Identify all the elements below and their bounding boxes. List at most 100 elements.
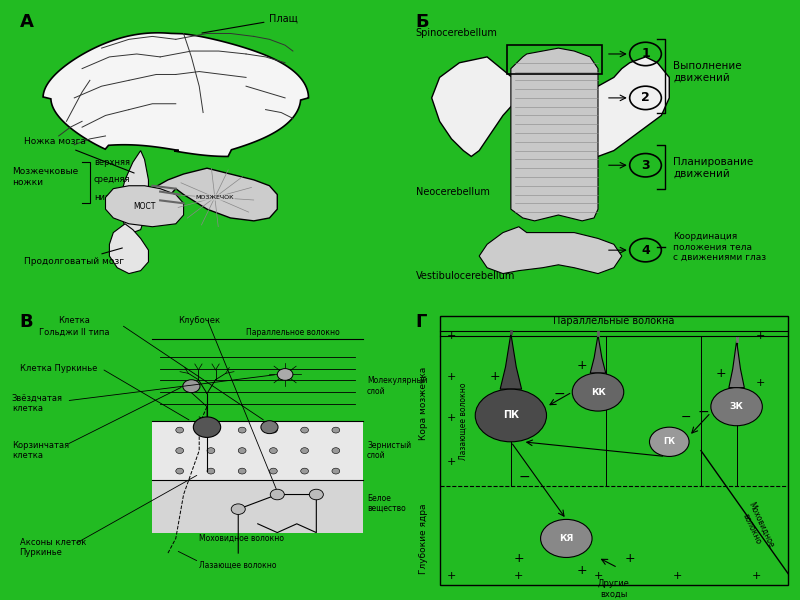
- Text: верхняя: верхняя: [94, 158, 130, 167]
- Text: +: +: [514, 571, 523, 581]
- Polygon shape: [432, 57, 522, 157]
- Text: Клетка Пуркинье: Клетка Пуркинье: [20, 364, 97, 373]
- Text: +: +: [673, 571, 682, 581]
- Text: МОСТ: МОСТ: [134, 202, 156, 211]
- Text: −: −: [554, 387, 566, 401]
- Text: +: +: [577, 359, 587, 371]
- Circle shape: [541, 520, 592, 557]
- Text: Планирование
движений: Планирование движений: [674, 157, 754, 179]
- Text: 1: 1: [641, 47, 650, 61]
- Text: Корзинчатая
клетка: Корзинчатая клетка: [12, 441, 69, 460]
- Text: Лазающее волокно: Лазающее волокно: [459, 383, 468, 460]
- Polygon shape: [566, 57, 670, 157]
- Text: ПК: ПК: [503, 410, 519, 421]
- Text: Координация
положения тела
с движениями глаз: Координация положения тела с движениями …: [674, 232, 766, 262]
- Text: −: −: [518, 470, 530, 484]
- Text: Зернистый
слой: Зернистый слой: [367, 441, 411, 460]
- Circle shape: [238, 448, 246, 454]
- Text: Глубокие ядра: Глубокие ядра: [419, 503, 428, 574]
- Circle shape: [270, 448, 278, 454]
- Text: Vestibulocerebellum: Vestibulocerebellum: [416, 271, 515, 281]
- Text: МОЗЖЕЧОК: МОЗЖЕЧОК: [195, 195, 234, 200]
- Text: +: +: [594, 571, 602, 581]
- Circle shape: [238, 468, 246, 474]
- Circle shape: [572, 373, 624, 411]
- Polygon shape: [145, 168, 278, 221]
- Polygon shape: [729, 341, 744, 388]
- Text: +: +: [446, 413, 456, 424]
- Circle shape: [650, 427, 689, 457]
- Polygon shape: [121, 151, 149, 233]
- Polygon shape: [500, 334, 522, 389]
- Text: +: +: [624, 552, 635, 565]
- Text: нижняя: нижняя: [94, 193, 128, 202]
- Text: Клубочек: Клубочек: [178, 316, 220, 325]
- Polygon shape: [110, 224, 149, 274]
- Circle shape: [207, 427, 215, 433]
- Text: Белое
вещество: Белое вещество: [367, 494, 406, 513]
- Text: средняя: средняя: [94, 175, 130, 184]
- Text: Клетка: Клетка: [58, 316, 90, 325]
- Circle shape: [475, 389, 546, 442]
- Text: −: −: [697, 404, 709, 418]
- Text: Мозжечковые: Мозжечковые: [12, 167, 78, 176]
- Text: КЯ: КЯ: [559, 534, 574, 543]
- Text: Spinocerebellum: Spinocerebellum: [416, 28, 498, 38]
- Circle shape: [332, 468, 340, 474]
- Text: +: +: [756, 331, 765, 341]
- Text: +: +: [446, 373, 456, 382]
- Text: Г: Г: [416, 313, 427, 331]
- Circle shape: [231, 504, 246, 514]
- Text: +: +: [490, 370, 500, 383]
- Text: Аксоны клеток
Пуркинье: Аксоны клеток Пуркинье: [20, 538, 86, 557]
- Circle shape: [176, 427, 183, 433]
- Text: +: +: [446, 457, 456, 467]
- Text: Гольджи II типа: Гольджи II типа: [39, 328, 110, 337]
- Text: Ножка мозга: Ножка мозга: [23, 137, 134, 173]
- Text: 2: 2: [641, 91, 650, 104]
- Text: Neocerebellum: Neocerebellum: [416, 187, 490, 197]
- Circle shape: [194, 417, 221, 437]
- Bar: [152, 421, 363, 480]
- Text: +: +: [446, 571, 456, 581]
- Text: КК: КК: [590, 388, 606, 397]
- Circle shape: [332, 448, 340, 454]
- Text: +: +: [514, 552, 524, 565]
- Bar: [152, 480, 363, 533]
- Circle shape: [183, 380, 200, 392]
- Text: 4: 4: [641, 244, 650, 257]
- Text: Лазающее волокно: Лазающее волокно: [199, 560, 277, 569]
- Text: +: +: [752, 571, 761, 581]
- Polygon shape: [106, 186, 183, 227]
- Circle shape: [207, 468, 215, 474]
- Circle shape: [270, 427, 278, 433]
- Circle shape: [270, 489, 284, 500]
- Text: +: +: [756, 378, 765, 388]
- Text: Звёздчатая
клетка: Звёздчатая клетка: [12, 394, 63, 413]
- Text: ГК: ГК: [663, 437, 675, 446]
- Circle shape: [261, 421, 278, 434]
- Text: Плащ: Плащ: [202, 14, 298, 33]
- Polygon shape: [479, 227, 622, 274]
- Text: Другие
входы: Другие входы: [598, 580, 630, 599]
- Text: Молекулярный
слой: Молекулярный слой: [367, 376, 427, 396]
- Text: Кора мозжечка: Кора мозжечка: [419, 367, 428, 440]
- Bar: [440, 316, 788, 585]
- Text: Моховидное
волокно: Моховидное волокно: [737, 500, 776, 553]
- Text: Б: Б: [416, 13, 430, 31]
- Text: Параллельное волокно: Параллельное волокно: [246, 328, 340, 337]
- Polygon shape: [511, 48, 598, 221]
- Text: 3: 3: [642, 159, 650, 172]
- Circle shape: [301, 468, 309, 474]
- Circle shape: [301, 448, 309, 454]
- Circle shape: [238, 427, 246, 433]
- Text: Параллельные волокна: Параллельные волокна: [553, 316, 674, 326]
- Circle shape: [176, 448, 183, 454]
- Circle shape: [278, 368, 293, 380]
- Circle shape: [207, 448, 215, 454]
- Text: ножки: ножки: [12, 178, 43, 187]
- Text: В: В: [20, 313, 34, 331]
- Text: −: −: [681, 412, 692, 424]
- Circle shape: [332, 427, 340, 433]
- Circle shape: [301, 427, 309, 433]
